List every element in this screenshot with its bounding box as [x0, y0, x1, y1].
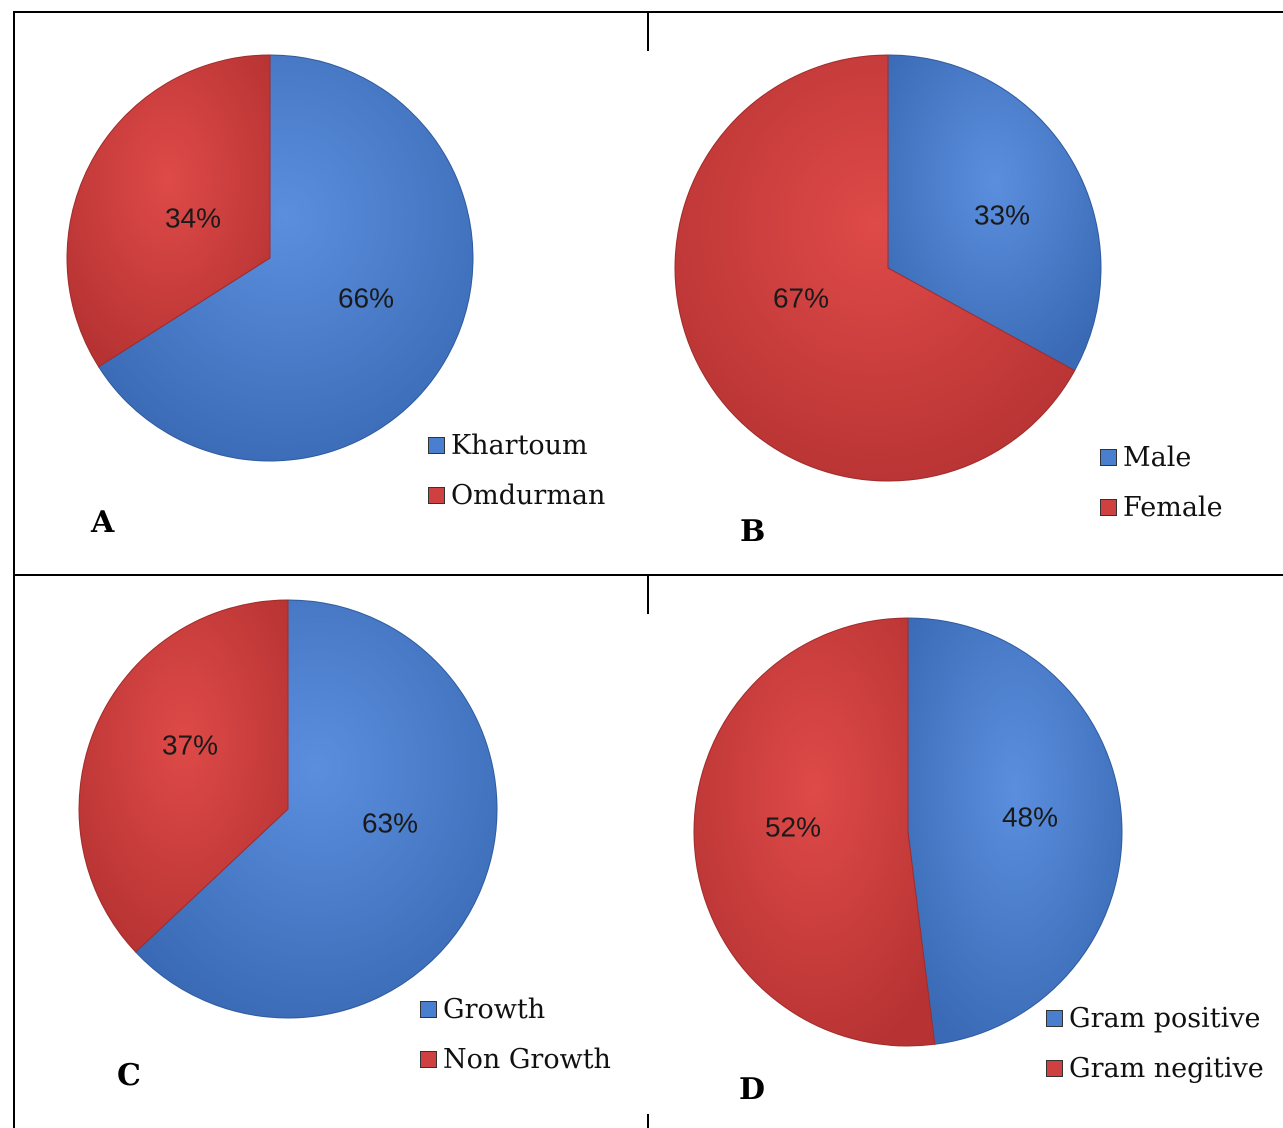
red-swatch-icon: [420, 1050, 437, 1068]
legend-item-omdurman: Omdurman: [428, 470, 605, 520]
slice-label-gram-positive: 48%: [1002, 801, 1058, 832]
pie-slice-gram-negitive: [693, 617, 936, 1047]
slice-label-gram-negitive: 52%: [765, 811, 821, 842]
legend-label: Female: [1123, 491, 1223, 523]
pie-chart-b: 33% 67%: [674, 54, 1102, 482]
slice-label-male: 33%: [974, 199, 1030, 230]
frame-divider-top: [647, 11, 649, 51]
pie-slice-omdurman: [66, 54, 271, 368]
legend-item-gram-negitive: Gram negitive: [1046, 1043, 1264, 1093]
legend-item-growth: Growth: [420, 984, 611, 1034]
pie-chart-d: 48% 52%: [693, 617, 1123, 1047]
legend-a: Khartoum Omdurman: [428, 420, 605, 520]
pie-slice-female: [674, 54, 1076, 482]
pie-slice-gram-positive: [907, 617, 1123, 1045]
legend-label: Growth: [443, 993, 546, 1025]
red-swatch-icon: [428, 486, 445, 504]
legend-b: Male Female: [1100, 432, 1223, 532]
legend-label: Khartoum: [451, 429, 588, 461]
pie-slice-non-growth: [78, 599, 289, 953]
legend-label: Non Growth: [443, 1043, 611, 1075]
legend-d: Gram positive Gram negitive: [1046, 993, 1264, 1093]
panel-letter-c: C: [117, 1058, 141, 1093]
legend-item-non-growth: Non Growth: [420, 1034, 611, 1084]
panel-letter-a: A: [91, 505, 115, 540]
frame-divider-middle: [647, 574, 649, 614]
blue-swatch-icon: [428, 436, 445, 454]
pie-layer: 66% 34% 33% 67% 63% 37% 48% 52%: [66, 54, 1123, 1047]
pie-slice-khartoum: [97, 54, 474, 462]
legend-label: Male: [1123, 441, 1192, 473]
legend-item-gram-positive: Gram positive: [1046, 993, 1264, 1043]
legend-item-male: Male: [1100, 432, 1223, 482]
pie-chart-a: 66% 34%: [66, 54, 474, 462]
red-swatch-icon: [1100, 498, 1117, 516]
legend-label: Omdurman: [451, 479, 606, 511]
pie-slice-growth: [134, 599, 498, 1019]
legend-label: Gram positive: [1069, 1002, 1261, 1034]
legend-item-female: Female: [1100, 482, 1223, 532]
slice-label-khartoum: 66%: [338, 282, 394, 313]
frame-divider-bottom: [647, 1114, 649, 1128]
slice-label-non-growth: 37%: [162, 729, 218, 760]
blue-swatch-icon: [420, 1000, 437, 1018]
panel-letter-b: B: [740, 514, 766, 549]
slice-label-female: 67%: [773, 282, 829, 313]
legend-c: Growth Non Growth: [420, 984, 611, 1084]
legend-label: Gram negitive: [1069, 1052, 1264, 1084]
red-swatch-icon: [1046, 1059, 1063, 1077]
frame-left-line: [13, 11, 15, 1128]
slice-label-growth: 63%: [362, 807, 418, 838]
legend-item-khartoum: Khartoum: [428, 420, 605, 470]
blue-swatch-icon: [1100, 448, 1117, 466]
slice-label-omdurman: 34%: [165, 202, 221, 233]
pie-chart-c: 63% 37%: [78, 599, 498, 1019]
blue-swatch-icon: [1046, 1009, 1063, 1027]
panel-letter-d: D: [739, 1072, 766, 1107]
pie-slice-male: [887, 54, 1102, 372]
